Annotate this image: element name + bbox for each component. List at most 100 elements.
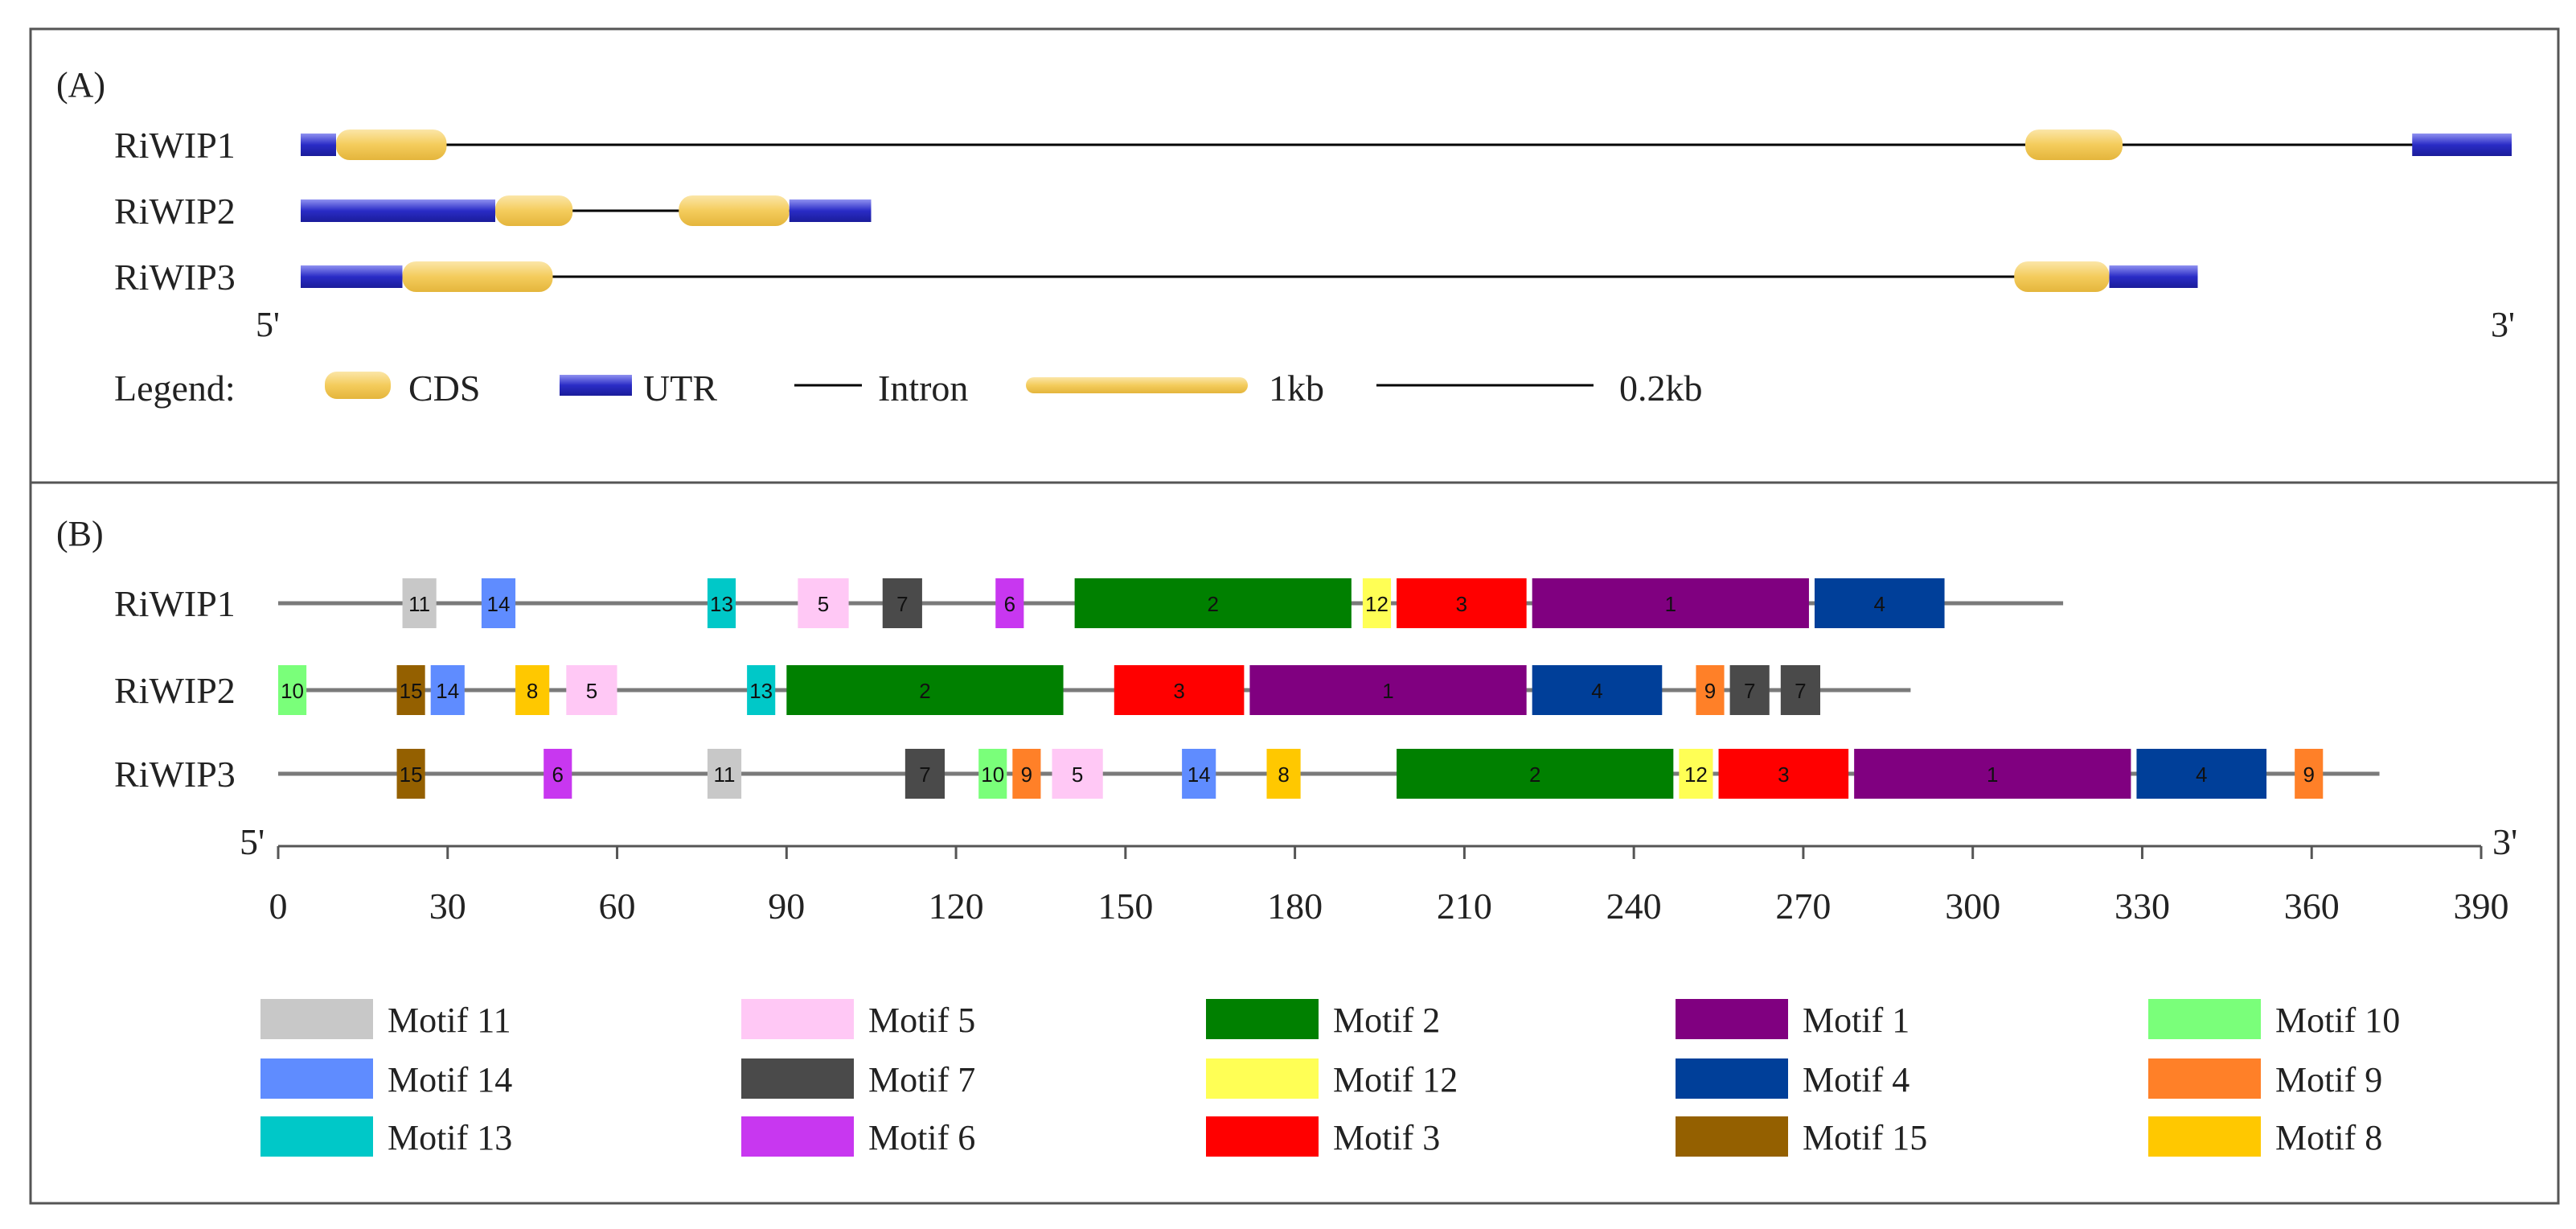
legend-cds-swatch [325, 372, 391, 399]
motif-5-label: 5 [1072, 762, 1083, 787]
legend-swatch-motif-2 [1206, 999, 1319, 1039]
legend-scale-cds-label: 1kb [1269, 368, 1324, 409]
axis-tick-label: 270 [1775, 886, 1831, 927]
motif-9-block [2295, 749, 2324, 799]
motif-4-block [1532, 665, 1663, 715]
legend-label-motif-6: Motif 6 [868, 1118, 975, 1157]
motif-2-block [1397, 749, 1674, 799]
legend-swatch-motif-3 [1206, 1116, 1319, 1157]
motif-9-block [1012, 749, 1041, 799]
motif-11-block [707, 749, 742, 799]
axis-tick-label: 210 [1437, 886, 1492, 927]
motif-7-block [1729, 665, 1770, 715]
protein-name-riwip1: RiWIP1 [114, 583, 236, 624]
motif-6-block [995, 578, 1024, 628]
axis-tick-label: 300 [1945, 886, 2000, 927]
axis-tick-label: 330 [2115, 886, 2170, 927]
legend-label-motif-11: Motif 11 [388, 1001, 511, 1040]
motif-6-label: 6 [552, 762, 564, 787]
motif-1-label: 1 [1987, 762, 1998, 787]
motif-14-block [481, 578, 516, 628]
axis-tick-label: 60 [599, 886, 636, 927]
motif-1-block [1532, 578, 1809, 628]
motif-13-label: 13 [749, 679, 773, 703]
motif-2-label: 2 [1529, 762, 1540, 787]
gene-structures: RiWIP1 RiWIP2 RiWIP3 [114, 125, 2512, 298]
legend-swatch-motif-11 [260, 999, 373, 1039]
utr-segment [789, 199, 872, 222]
axis-tick-label: 360 [2284, 886, 2340, 927]
motif-6-block [544, 749, 572, 799]
legend-swatch-motif-4 [1676, 1058, 1788, 1099]
gene-name-riwip1: RiWIP1 [114, 125, 236, 166]
axis-tick-label: 180 [1267, 886, 1323, 927]
motif-12-block [1679, 749, 1713, 799]
legend-swatch-motif-7 [741, 1058, 854, 1099]
panel-a-five-prime: 5' [256, 305, 280, 344]
motif-3-block [1718, 749, 1849, 799]
axis-tick-label: 90 [768, 886, 805, 927]
motif-4-label: 4 [1591, 679, 1602, 703]
motif-7-label: 7 [1744, 679, 1755, 703]
motif-10-block [278, 665, 307, 715]
legend-intron-label: Intron [878, 368, 968, 409]
motif-10-block [978, 749, 1007, 799]
legend-label-motif-4: Motif 4 [1803, 1060, 1909, 1100]
legend-label-motif-9: Motif 9 [2275, 1060, 2382, 1100]
motif-3-label: 3 [1173, 679, 1184, 703]
motif-10-label: 10 [981, 762, 1004, 787]
motif-11-block [402, 578, 437, 628]
motif-4-block [2136, 749, 2267, 799]
motif-15-label: 15 [400, 679, 423, 703]
legend-label-motif-10: Motif 10 [2275, 1001, 2400, 1040]
motif-8-label: 8 [527, 679, 538, 703]
motif-9-label: 9 [1704, 679, 1716, 703]
axis-tick-label: 0 [269, 886, 288, 927]
outer-frame [29, 27, 2560, 1205]
legend-scale-cds-bar [1026, 377, 1248, 393]
utr-segment [301, 199, 495, 222]
motif-5-label: 5 [818, 592, 829, 616]
motif-1-block [1854, 749, 2131, 799]
utr-segment [2109, 265, 2198, 288]
motif-14-label: 14 [436, 679, 459, 703]
motif-5-block [798, 578, 849, 628]
motif-15-block [396, 665, 425, 715]
legend-label-motif-13: Motif 13 [388, 1118, 512, 1157]
legend-label-motif-2: Motif 2 [1333, 1001, 1440, 1040]
motif-11-label: 11 [714, 762, 736, 787]
motif-5-label: 5 [586, 679, 597, 703]
cds-segment [402, 261, 553, 292]
motif-3-label: 3 [1456, 592, 1467, 616]
gene-name-riwip2: RiWIP2 [114, 191, 236, 232]
cds-segment [495, 195, 573, 226]
panel-a-legend: Legend: CDS UTR Intron 1kb 0.2kb [114, 368, 1703, 409]
motif-11-label: 11 [408, 592, 430, 616]
legend-swatch-motif-12 [1206, 1058, 1319, 1099]
legend-label-motif-8: Motif 8 [2275, 1118, 2382, 1157]
motif-1-block [1249, 665, 1527, 715]
motif-8-block [1266, 749, 1301, 799]
axis-tick-label: 120 [929, 886, 984, 927]
motif-9-label: 9 [2303, 762, 2314, 787]
axis-tick-label: 150 [1097, 886, 1153, 927]
cds-segment [2025, 129, 2123, 160]
panel-a-label: (A) [56, 65, 105, 105]
motif-14-label: 14 [1188, 762, 1211, 787]
motif-7-label: 7 [896, 592, 908, 616]
motif-2-label: 2 [1208, 592, 1219, 616]
motif-12-block [1362, 578, 1392, 628]
utr-segment [301, 134, 336, 156]
legend-cds-label: CDS [408, 368, 480, 409]
legend-label-motif-1: Motif 1 [1803, 1001, 1909, 1040]
motif-14-block [430, 665, 465, 715]
motif-3-block [1397, 578, 1527, 628]
motif-2-label: 2 [919, 679, 930, 703]
motif-7-block [1780, 665, 1820, 715]
legend-swatch-motif-8 [2148, 1116, 2261, 1157]
motif-15-block [396, 749, 425, 799]
motif-8-block [515, 665, 550, 715]
motif-2-block [786, 665, 1064, 715]
cds-segment [2014, 261, 2110, 292]
legend-swatch-motif-15 [1676, 1116, 1788, 1157]
